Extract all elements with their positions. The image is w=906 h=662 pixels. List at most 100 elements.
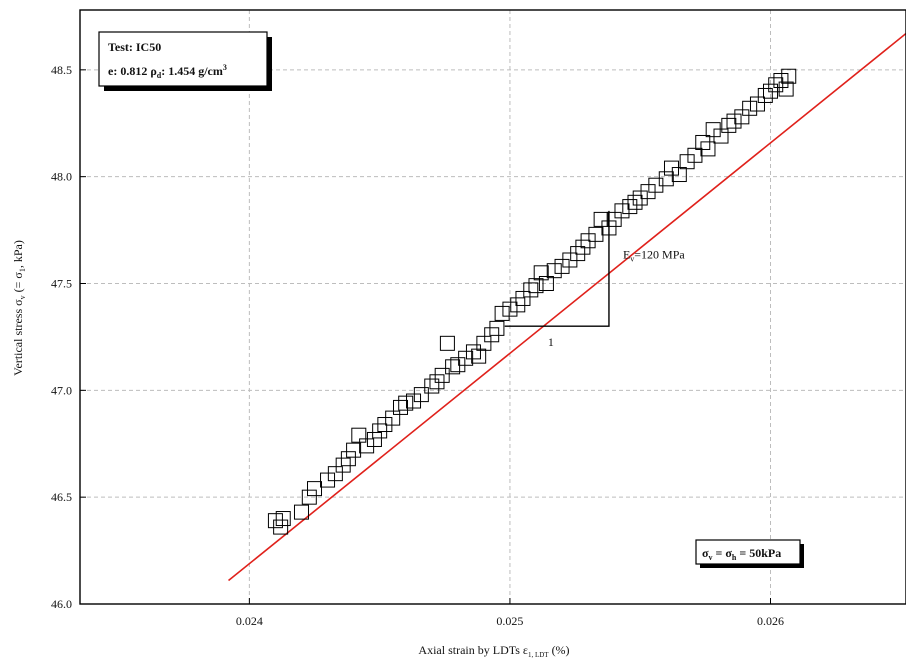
data-point xyxy=(366,431,382,447)
data-point xyxy=(554,258,570,274)
data-point xyxy=(413,387,429,403)
data-point xyxy=(721,117,737,133)
data-point xyxy=(734,109,750,125)
data-point xyxy=(622,199,638,215)
data-point xyxy=(275,511,291,527)
y-tick-label: 46.5 xyxy=(51,490,72,504)
x-tick-label: 0.025 xyxy=(496,614,523,628)
slope-run-label: 1 xyxy=(548,335,554,349)
y-tick-label: 48.0 xyxy=(51,170,72,184)
data-point xyxy=(502,301,518,317)
data-point xyxy=(763,83,779,99)
data-point xyxy=(593,211,609,227)
slope-triangle: 1 Ev=120 MPa xyxy=(504,210,685,349)
y-axis-label: Vertical stress σv (= σ1, kPa) xyxy=(11,240,27,376)
data-point xyxy=(588,226,604,242)
data-point xyxy=(663,160,679,176)
data-point xyxy=(533,265,549,281)
y-tick-label: 46.0 xyxy=(51,597,72,611)
fit-line-layer xyxy=(228,32,906,582)
data-point xyxy=(320,472,336,488)
axis-ticks: 0.024 0.025 0.026 46.0 46.5 47.0 47.5 48.0 48.5 xyxy=(51,63,784,628)
data-point xyxy=(301,489,317,505)
data-point xyxy=(648,177,664,193)
data-point xyxy=(742,100,758,116)
data-point xyxy=(700,141,716,157)
stress-condition-box: σv = σh = 50kPa xyxy=(695,539,804,568)
test-id-label: Test: IC50 xyxy=(108,40,161,54)
x-tick-label: 0.024 xyxy=(236,614,263,628)
data-point xyxy=(385,410,401,426)
data-point xyxy=(406,393,422,409)
data-point xyxy=(627,194,643,210)
test-info-box-frame xyxy=(98,31,268,87)
y-tick-label: 47.5 xyxy=(51,276,72,290)
data-point xyxy=(768,77,784,93)
stress-condition-label: σv = σh = 50kPa xyxy=(702,546,781,562)
slope-triangle-legs xyxy=(504,210,610,327)
fit-line xyxy=(228,32,906,582)
data-point xyxy=(726,113,742,129)
data-point xyxy=(471,348,487,364)
data-point xyxy=(489,320,505,336)
data-point xyxy=(458,350,474,366)
data-point xyxy=(749,96,765,112)
data-point xyxy=(327,466,343,482)
data-point xyxy=(429,374,445,390)
data-point xyxy=(372,423,388,439)
data-point xyxy=(773,73,789,89)
x-tick-label: 0.026 xyxy=(757,614,784,628)
data-point xyxy=(351,427,367,443)
data-point xyxy=(439,335,455,351)
data-point xyxy=(465,344,481,360)
grid-lines xyxy=(80,10,906,604)
y-tick-label: 48.5 xyxy=(51,63,72,77)
data-point xyxy=(538,275,554,291)
plot-frame xyxy=(79,9,906,605)
data-point xyxy=(293,504,309,520)
data-point xyxy=(450,357,466,373)
data-point xyxy=(335,457,351,473)
data-point xyxy=(695,134,711,150)
data-point xyxy=(687,147,703,163)
data-point xyxy=(580,233,596,249)
data-point xyxy=(424,378,440,394)
data-points xyxy=(267,68,797,535)
data-point xyxy=(640,184,656,200)
data-point xyxy=(484,327,500,343)
data-point xyxy=(377,417,393,433)
data-point xyxy=(346,442,362,458)
data-point xyxy=(510,297,526,313)
data-point xyxy=(562,252,578,268)
test-info-box: Test: IC50 e: 0.812 ρd: 1.454 g/cm3 xyxy=(98,31,272,91)
stress-box-frame xyxy=(695,539,801,565)
data-point xyxy=(398,395,414,411)
data-point xyxy=(445,359,461,375)
data-point xyxy=(476,335,492,351)
data-point xyxy=(575,239,591,255)
data-point xyxy=(392,399,408,415)
y-tick-label: 47.0 xyxy=(51,383,72,397)
data-point xyxy=(778,81,794,97)
void-density-label: e: 0.812 ρd: 1.454 g/cm3 xyxy=(108,63,227,80)
data-point xyxy=(658,171,674,187)
data-point xyxy=(570,246,586,262)
data-point xyxy=(614,203,630,219)
data-point xyxy=(606,211,622,227)
data-point xyxy=(515,290,531,306)
data-point xyxy=(340,451,356,467)
data-point xyxy=(528,278,544,294)
data-point xyxy=(705,122,721,138)
data-point xyxy=(671,167,687,183)
data-point xyxy=(781,68,797,84)
x-axis-label: Axial strain by LDTs ε1, LDT (%) xyxy=(418,643,569,659)
slope-rise-label: Ev=120 MPa xyxy=(623,248,685,264)
data-point xyxy=(679,154,695,170)
data-point xyxy=(713,128,729,144)
data-point xyxy=(273,519,289,535)
data-point xyxy=(632,190,648,206)
data-point xyxy=(523,282,539,298)
data-point xyxy=(546,263,562,279)
data-point xyxy=(434,367,450,383)
